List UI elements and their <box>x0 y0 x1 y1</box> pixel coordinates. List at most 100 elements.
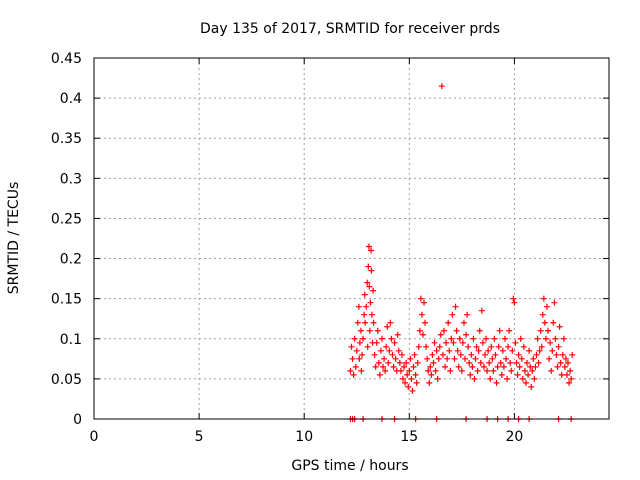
data-point <box>424 355 431 362</box>
data-point <box>516 363 523 370</box>
data-point <box>436 343 443 350</box>
data-point <box>467 371 474 378</box>
data-point <box>412 371 419 378</box>
data-point <box>565 359 572 366</box>
data-point <box>540 295 547 302</box>
data-point <box>364 343 371 350</box>
data-point <box>377 347 384 354</box>
x-tick-label: 15 <box>400 429 418 445</box>
data-point <box>512 339 519 346</box>
data-point <box>349 355 356 362</box>
data-point <box>392 355 399 362</box>
data-point <box>400 375 406 382</box>
data-point <box>471 375 478 382</box>
data-point <box>456 335 463 342</box>
data-point <box>567 367 574 374</box>
plot-frame <box>93 57 610 420</box>
data-point <box>434 375 441 382</box>
data-point <box>546 355 553 362</box>
data-point <box>463 331 470 338</box>
data-point <box>431 339 438 346</box>
data-point <box>358 367 365 374</box>
data-point <box>487 375 494 382</box>
data-point <box>530 355 537 362</box>
data-point <box>480 363 487 370</box>
data-point <box>368 247 375 254</box>
data-point <box>514 371 521 378</box>
data-point <box>416 327 423 334</box>
data-point <box>442 363 449 370</box>
data-point <box>363 303 370 310</box>
data-point <box>423 343 430 350</box>
data-point <box>492 351 499 358</box>
data-point <box>356 339 363 346</box>
chart-title: Day 135 of 2017, SRMTID for receiver prd… <box>200 21 500 37</box>
data-point <box>427 363 434 370</box>
data-point <box>409 387 416 394</box>
data-point <box>486 359 493 366</box>
data-point <box>453 327 460 334</box>
data-point <box>533 351 540 358</box>
data-point <box>520 343 527 350</box>
data-point <box>458 367 465 374</box>
data-point <box>366 283 373 290</box>
data-point <box>562 355 569 362</box>
data-point <box>435 355 442 362</box>
data-point <box>549 347 556 354</box>
data-point <box>466 359 473 366</box>
data-point <box>469 363 476 370</box>
data-point <box>395 347 402 354</box>
data-point <box>362 319 369 326</box>
data-point <box>543 303 550 310</box>
data-point <box>405 383 412 390</box>
data-point <box>408 375 415 382</box>
data-point <box>450 339 457 346</box>
data-point <box>470 335 477 342</box>
data-point <box>552 335 559 342</box>
data-point <box>364 279 371 286</box>
data-point <box>496 327 503 334</box>
data-point <box>368 267 375 274</box>
data-point <box>519 375 526 382</box>
data-point <box>375 359 382 366</box>
data-point <box>472 355 479 362</box>
data-point <box>509 347 516 354</box>
data-point <box>559 351 566 358</box>
data-point <box>429 351 436 358</box>
data-point <box>354 319 361 326</box>
data-point <box>475 347 482 354</box>
data-point <box>535 359 542 366</box>
data-point <box>518 355 525 362</box>
axis-ticks: 0 5 10 15 20 0 0.05 0.1 0.15 0.2 0.25 0.3 0.35 0.4 0.4… <box>51 51 609 445</box>
data-point <box>479 339 486 346</box>
data-point <box>505 343 512 350</box>
data-point <box>485 347 492 354</box>
data-point <box>446 347 453 354</box>
data-point <box>550 319 557 326</box>
data-point <box>499 347 506 354</box>
data-point <box>566 379 573 386</box>
grid <box>94 58 609 419</box>
data-point <box>388 335 395 342</box>
data-point <box>513 359 520 366</box>
data-point <box>460 319 467 326</box>
data-point <box>366 327 373 334</box>
data-point <box>370 287 377 294</box>
data-point <box>488 343 495 350</box>
data-point <box>432 367 439 374</box>
data-point <box>529 367 536 374</box>
data-point <box>555 343 562 350</box>
y-tick-label: 0.25 <box>51 211 82 227</box>
data-point <box>515 351 522 358</box>
data-point <box>541 319 548 326</box>
data-point <box>508 367 515 374</box>
data-point <box>384 323 391 330</box>
data-point <box>376 371 383 378</box>
data-point <box>433 347 440 354</box>
data-point <box>444 355 451 362</box>
data-point <box>361 291 368 298</box>
data-point <box>428 371 435 378</box>
data-point <box>534 335 541 342</box>
data-point <box>528 383 535 390</box>
